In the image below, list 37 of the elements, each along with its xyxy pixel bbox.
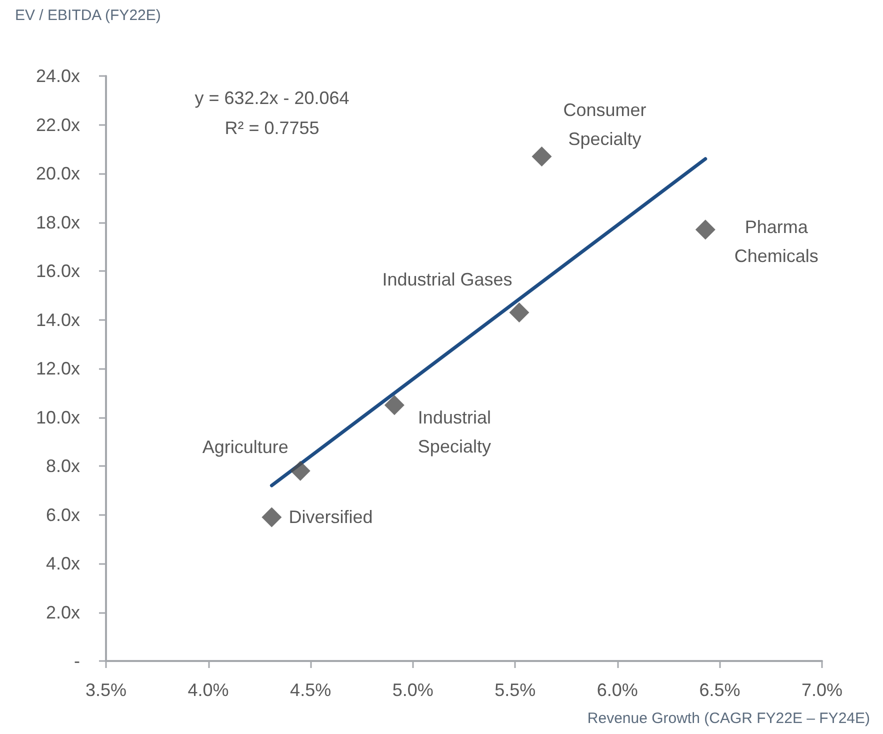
annotation: y = 632.2x - 20.064 <box>194 88 350 108</box>
y-tick-label: 4.0x <box>46 554 80 574</box>
y-tick-label: 24.0x <box>36 66 80 86</box>
x-tick-label: 7.0% <box>801 680 843 700</box>
annotation: Agriculture <box>202 436 288 457</box>
y-tick-label: 14.0x <box>36 310 80 330</box>
x-tick-label: 6.5% <box>699 680 740 700</box>
y-axis-title: EV / EBITDA (FY22E) <box>15 7 161 24</box>
x-tick-label: 4.5% <box>290 680 332 700</box>
annotation: Industrial Gases <box>382 269 512 290</box>
annotation: R² = 0.7755 <box>224 118 320 138</box>
y-tick-label: - <box>74 651 80 671</box>
y-tick-label: 12.0x <box>36 358 80 378</box>
point <box>509 302 530 322</box>
x-tick-label: 4.0% <box>188 680 229 700</box>
annotation: Pharma Chemicals <box>734 217 818 266</box>
x-tick-label: 5.5% <box>494 680 536 700</box>
y-tick-label: 22.0x <box>36 114 80 135</box>
x-tick-label: 5.0% <box>392 680 434 700</box>
annotation: Industrial Specialty <box>418 408 491 457</box>
annotation: Consumer Specialty <box>563 100 646 149</box>
y-tick-label: 8.0x <box>46 456 80 476</box>
y-tick-label: 20.0x <box>36 164 80 184</box>
y-tick-label: 6.0x <box>46 504 80 525</box>
point <box>262 507 282 528</box>
y-tick-label: 10.0x <box>36 407 80 428</box>
point <box>290 460 310 481</box>
y-tick-label: 18.0x <box>36 212 80 232</box>
x-tick-label: 6.0% <box>596 680 638 700</box>
point <box>384 395 404 416</box>
y-tick-label: 16.0x <box>36 261 80 281</box>
point <box>532 146 552 166</box>
point <box>695 220 716 240</box>
annotation: Diversified <box>288 507 373 528</box>
x-axis-title: Revenue Growth (CAGR FY22E – FY24E) <box>587 710 870 727</box>
y-tick-label: 2.0x <box>46 602 80 622</box>
x-tick-label: 3.5% <box>85 680 127 700</box>
